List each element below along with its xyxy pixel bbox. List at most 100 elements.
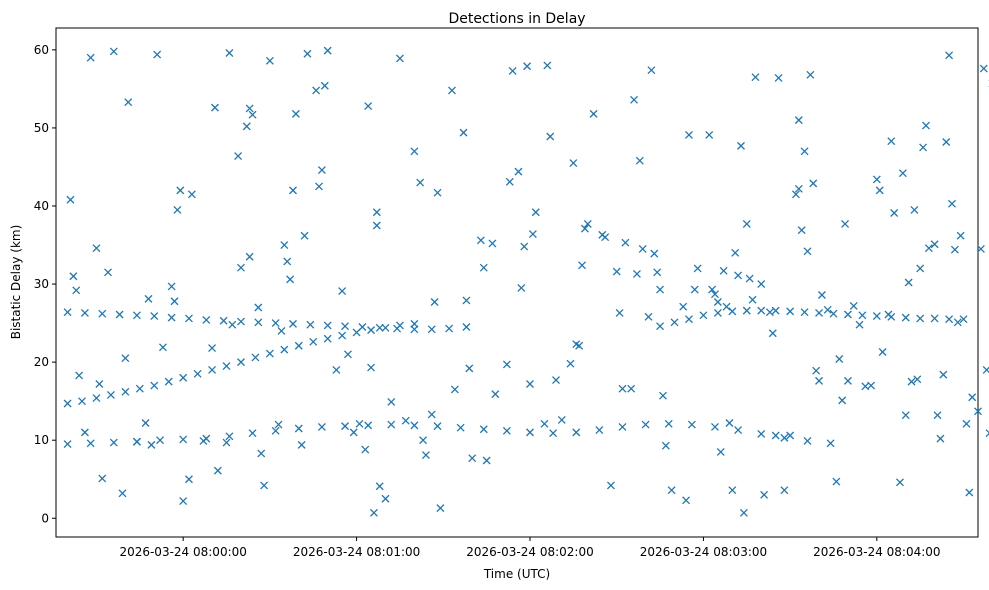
detection-point [289, 186, 297, 195]
detection-point [211, 103, 219, 112]
detection-point [924, 244, 933, 253]
detection-point [294, 341, 303, 350]
detection-point [679, 302, 688, 311]
detection-point [552, 376, 560, 385]
detection-point [355, 419, 364, 428]
detection-point [794, 184, 803, 193]
detection-point [919, 143, 928, 152]
detection-point [109, 47, 118, 56]
detection-point [265, 349, 274, 358]
detection-point [364, 102, 373, 111]
detection-point [742, 219, 751, 228]
detection-point [650, 249, 659, 258]
detection-point [92, 394, 101, 402]
detection-point [711, 422, 719, 431]
detection-point [448, 86, 456, 95]
detection-point [222, 362, 231, 370]
detection-point [849, 301, 858, 310]
detection-point [462, 296, 471, 305]
detection-point [338, 287, 347, 296]
y-tick-label: 50 [34, 121, 49, 135]
detection-point [806, 70, 815, 79]
detection-point [156, 436, 165, 445]
detection-point [950, 245, 959, 254]
detection-point [421, 451, 430, 459]
detection-point [98, 309, 107, 318]
detection-point [708, 285, 717, 294]
detection-point [433, 422, 442, 431]
detection-point [237, 263, 245, 272]
detection-point [167, 313, 176, 322]
detection-point [502, 426, 511, 435]
detection-point [164, 377, 173, 386]
detection-point [491, 390, 500, 399]
detection-point [890, 209, 899, 217]
y-tick-label: 30 [34, 277, 49, 291]
detection-point [245, 252, 254, 261]
detection-point [124, 98, 133, 107]
detection-point [817, 291, 826, 299]
detection-point [705, 130, 714, 139]
detection-point [286, 275, 295, 284]
y-tick-label: 0 [41, 511, 49, 525]
detection-point [260, 481, 269, 490]
detection-point [274, 420, 283, 429]
detection-point [312, 86, 321, 95]
detection-point [199, 437, 208, 445]
detection-point [632, 269, 641, 278]
detection-point [930, 240, 939, 249]
detection-point [979, 64, 988, 73]
detection-point [572, 428, 581, 437]
detection-point [416, 178, 425, 187]
detection-point [147, 440, 156, 449]
detection-point [630, 95, 639, 104]
detection-point [644, 312, 653, 321]
detection-point [78, 397, 86, 406]
detection-point [716, 447, 725, 456]
detection-point [517, 284, 526, 292]
detection-point [546, 132, 555, 141]
detection-point [86, 53, 95, 62]
detection-point [722, 302, 731, 311]
detection-point [601, 233, 610, 242]
detection-point [580, 224, 589, 233]
detection-point [317, 422, 326, 431]
detection-point [945, 51, 954, 60]
detection-point [505, 177, 514, 186]
detection-point [653, 268, 662, 277]
detection-point [381, 494, 390, 503]
detection-point [713, 298, 722, 306]
detection-point [291, 109, 300, 118]
detection-point [242, 122, 251, 131]
detection-point [933, 411, 942, 420]
detection-point [459, 128, 468, 137]
detection-point [170, 297, 179, 306]
detection-point [121, 354, 130, 363]
detection-point [462, 323, 471, 331]
detection-point [939, 370, 948, 379]
detection-point [627, 384, 636, 393]
y-axis-label: Bistatic Delay (km) [9, 225, 23, 340]
detection-point [985, 429, 989, 438]
detection-point [80, 428, 89, 437]
detection-point [569, 159, 578, 168]
detection-point [179, 497, 188, 506]
detection-point [771, 431, 780, 440]
detection-point [208, 344, 217, 353]
detection-point [488, 239, 497, 248]
detection-point [832, 477, 841, 486]
detection-point [92, 244, 101, 253]
detection-point [375, 482, 384, 491]
detection-point [323, 334, 332, 343]
detection-point [476, 236, 485, 245]
detection-point [757, 280, 766, 289]
detection-point [656, 322, 665, 331]
detection-point [372, 221, 381, 230]
detection-point [656, 285, 665, 294]
detection-point [367, 326, 376, 335]
detection-point [557, 415, 566, 424]
detection-point [523, 62, 532, 71]
detection-point [916, 314, 925, 323]
detection-point [225, 432, 234, 441]
